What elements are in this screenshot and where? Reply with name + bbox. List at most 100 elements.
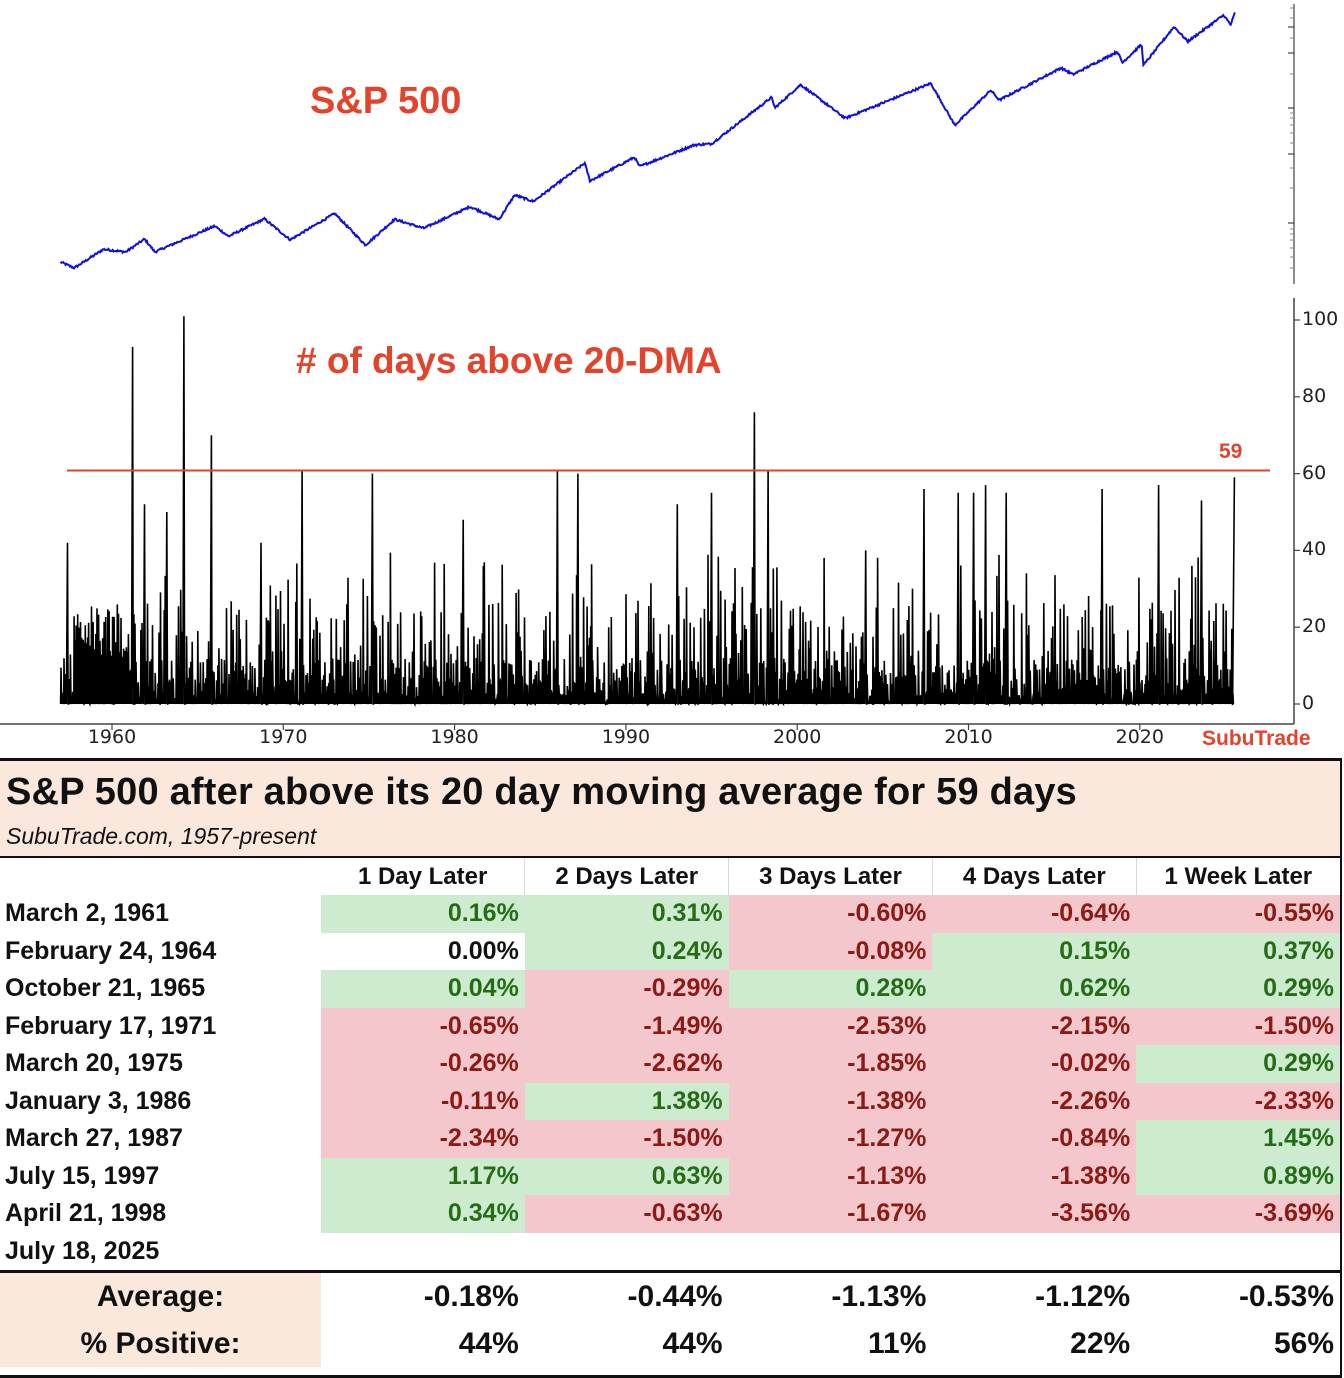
positive-row-value: 11% (868, 1326, 927, 1360)
table-subtitle: SubuTrade.com, 1957-present (6, 823, 317, 849)
column-header-row: 1 Day Later 2 Days Later 3 Days Later 4 … (0, 858, 1340, 895)
return-cell: 0.04% (321, 970, 525, 1008)
return-cell: -1.27% (728, 1120, 933, 1158)
return-cell: 0.29% (1136, 970, 1340, 1008)
return-cell: -1.85% (728, 1045, 933, 1083)
x-tick-label: 2020 (1115, 726, 1164, 748)
results-table-panel: S&P 500 after above its 20 day moving av… (0, 758, 1342, 1378)
column-header-date (0, 858, 321, 895)
x-tick-label: 1960 (87, 726, 137, 748)
row-date: July 18, 2025 (5, 1236, 160, 1265)
y-tick-label: 40 (1302, 538, 1327, 561)
return-cell: 1.17% (321, 1157, 525, 1195)
table-row: March 27, 1987 -2.34% -1.50% -1.27% -0.84% 1.… (0, 1120, 1340, 1158)
return-cell: -0.02% (932, 1045, 1137, 1083)
return-cell: 1.45% (1136, 1120, 1340, 1158)
positive-row-value: 44% (662, 1326, 723, 1360)
average-row-value: -0.18% (321, 1270, 525, 1320)
return-cell: 0.15% (932, 932, 1137, 970)
return-cell: 0.62% (932, 970, 1137, 1008)
return-cell: 0.31% (524, 895, 729, 933)
column-header-2d: 2 Days Later (524, 858, 730, 895)
positive-row-value: 22% (1070, 1326, 1131, 1360)
return-cell: -0.55% (1136, 895, 1340, 933)
days-above-20dma-chart (0, 298, 1300, 730)
average-row-value: -0.53% (1136, 1270, 1340, 1320)
return-cell: -2.53% (728, 1007, 933, 1045)
return-cell: -1.50% (524, 1120, 729, 1158)
return-cell: 0.89% (1136, 1157, 1340, 1195)
average-row: Average: -0.18% -0.44% -1.13% -1.12% -0.53% (0, 1270, 1340, 1320)
return-cell: -0.08% (728, 932, 933, 970)
return-cell: -2.15% (932, 1007, 1137, 1045)
return-cell (321, 1233, 525, 1272)
reference-line-label: 59 (1219, 440, 1243, 463)
row-date: February 24, 1964 (5, 936, 217, 965)
x-tick-label: 2010 (944, 726, 993, 748)
average-row-value: -1.13% (728, 1270, 933, 1320)
return-cell (729, 1233, 933, 1272)
return-cell: -2.34% (321, 1120, 525, 1158)
sp500-price-chart (59, 4, 1295, 284)
table-row: March 20, 1975 -0.26% -2.62% -1.85% -0.02% 0.… (0, 1045, 1340, 1083)
return-cell: 0.34% (321, 1195, 525, 1233)
table-header: S&P 500 after above its 20 day moving av… (0, 761, 1340, 858)
return-cell: 0.28% (728, 970, 933, 1008)
x-tick-label: 1970 (259, 726, 308, 748)
average-row-value: -1.12% (932, 1270, 1137, 1320)
row-date: October 21, 1965 (5, 974, 206, 1003)
return-cell: -1.13% (728, 1157, 933, 1195)
return-cell: -2.26% (932, 1082, 1137, 1120)
return-cell: -0.29% (524, 970, 729, 1008)
column-header-1d: 1 Day Later (321, 858, 526, 895)
return-cell: -1.38% (728, 1082, 933, 1120)
x-tick-label: 1980 (430, 726, 479, 748)
top-chart-title: S&P 500 (310, 80, 462, 122)
return-cell (1136, 1233, 1340, 1272)
column-header-4d: 4 Days Later (932, 858, 1137, 895)
average-row-label: Average: (0, 1270, 321, 1320)
row-date: February 17, 1971 (5, 1011, 217, 1040)
return-cell: 0.29% (1136, 1045, 1340, 1083)
days-above-series-line (59, 316, 1236, 708)
return-cell: -0.11% (321, 1082, 525, 1120)
table-row: February 24, 1964 0.00% 0.24% -0.08% 0.15% 0.… (0, 932, 1340, 970)
table-row: July 18, 2025 (0, 1233, 1340, 1272)
return-cell: 0.24% (524, 932, 729, 970)
return-cell: -0.84% (932, 1120, 1137, 1158)
results-table: 1 Day Later 2 Days Later 3 Days Later 4 … (0, 858, 1340, 1367)
return-cell: -0.26% (321, 1045, 525, 1083)
sp500-series-line (59, 12, 1236, 270)
return-cell: -0.65% (321, 1007, 525, 1045)
table-row: April 21, 1998 0.34% -0.63% -1.67% -3.56% -3.… (0, 1195, 1340, 1233)
x-tick-label: 1990 (601, 726, 651, 748)
return-cell: -3.56% (932, 1195, 1137, 1233)
return-cell: -1.67% (728, 1195, 933, 1233)
return-cell: 0.63% (524, 1157, 729, 1195)
average-row-value: -0.44% (524, 1270, 729, 1320)
row-date: January 3, 1986 (5, 1086, 192, 1115)
y-tick-label: 100 (1302, 308, 1339, 330)
positive-row-label: % Positive: (0, 1320, 321, 1367)
return-cell: -1.49% (524, 1007, 729, 1045)
x-tick-label: 2000 (773, 726, 822, 748)
return-cell: 0.37% (1136, 932, 1340, 970)
row-date: March 20, 1975 (5, 1049, 183, 1078)
y-tick-label: 60 (1302, 461, 1327, 484)
return-cell (525, 1233, 729, 1272)
charts-area: S&P 500 # of days above 20-DMA 59 SubuTr… (0, 4, 1339, 750)
bottom-chart-title: # of days above 20-DMA (296, 340, 722, 381)
return-cell: -0.64% (932, 895, 1137, 933)
column-header-1w: 1 Week Later (1164, 862, 1313, 890)
y-tick-label: 20 (1302, 615, 1327, 638)
y-tick-label: 80 (1302, 384, 1327, 407)
return-cell (932, 1233, 1136, 1272)
y-tick-label: 0 (1302, 692, 1315, 714)
return-cell: -2.33% (1136, 1082, 1340, 1120)
row-date: April 21, 1998 (5, 1199, 167, 1228)
return-cell: 0.00% (321, 932, 525, 970)
row-date: July 15, 1997 (5, 1161, 160, 1190)
table-row: February 17, 1971 -0.65% -1.49% -2.53% -2.15… (0, 1007, 1340, 1045)
return-cell: -1.50% (1136, 1007, 1340, 1045)
table-row: October 21, 1965 0.04% -0.29% 0.28% 0.62% 0.2… (0, 970, 1340, 1008)
